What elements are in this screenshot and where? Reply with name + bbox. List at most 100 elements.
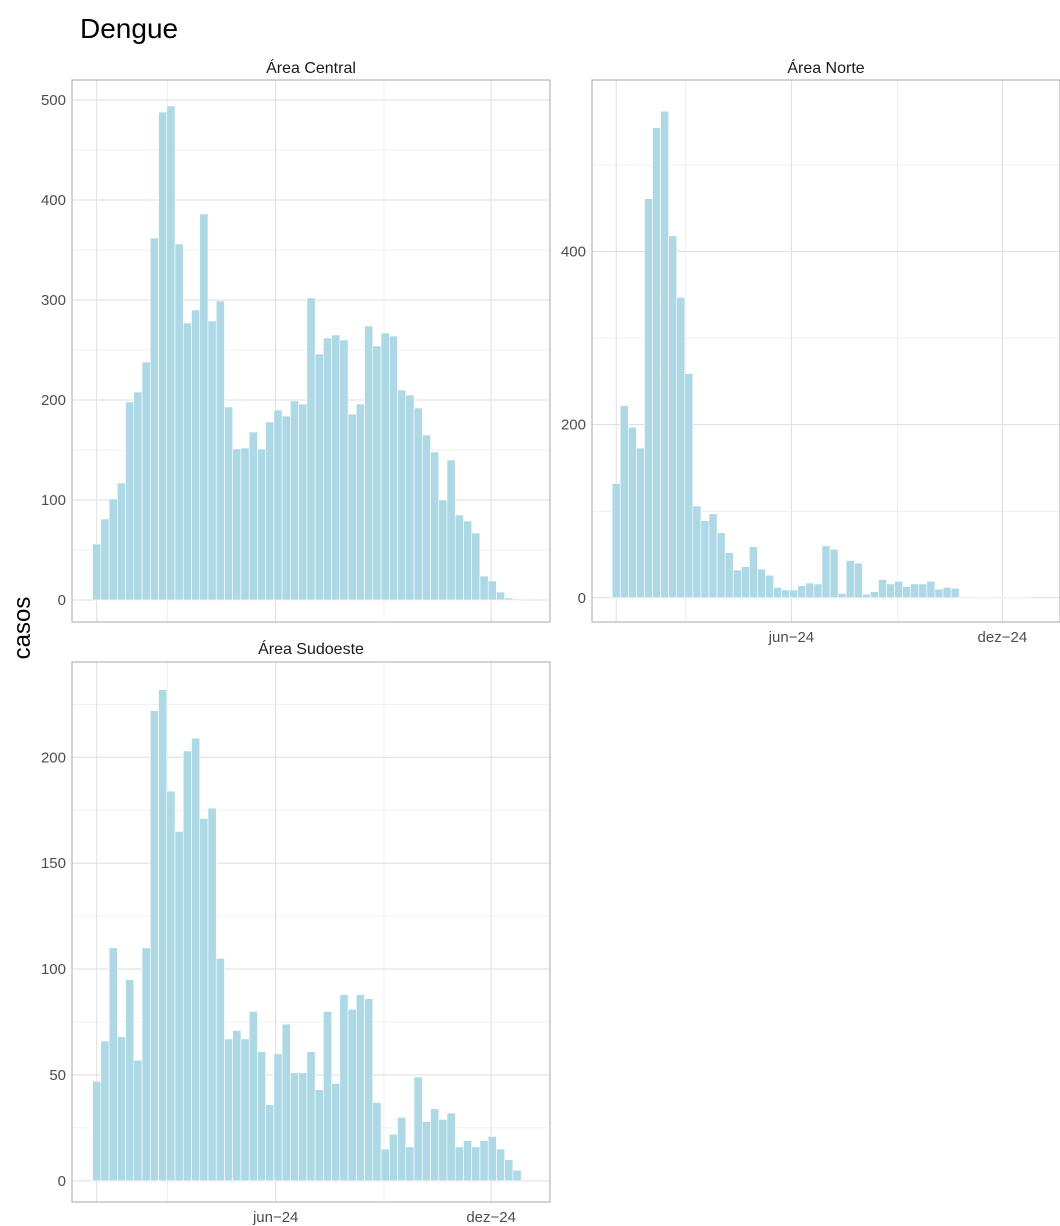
bar xyxy=(356,994,365,1182)
bar xyxy=(248,431,258,601)
bar xyxy=(331,334,341,601)
bar xyxy=(430,451,440,601)
bar xyxy=(388,335,398,601)
bar xyxy=(430,1108,440,1182)
x-tick-label: jun−24 xyxy=(252,1209,298,1226)
panel-frame xyxy=(71,79,551,623)
bar xyxy=(926,581,936,599)
panel-strip-label: Área Sudoeste xyxy=(258,639,364,658)
y-axis-label: casos xyxy=(9,597,36,660)
y-tick-label: 100 xyxy=(41,492,66,509)
bar xyxy=(934,588,944,599)
bar xyxy=(660,110,669,599)
bar xyxy=(174,243,184,601)
bar xyxy=(405,394,415,601)
bar xyxy=(611,483,621,599)
bar xyxy=(958,596,968,599)
bar xyxy=(853,562,863,599)
bar xyxy=(290,400,299,601)
bar xyxy=(240,1038,250,1182)
y-tick-label: 0 xyxy=(578,590,586,607)
bar xyxy=(298,1072,308,1182)
bar xyxy=(372,1102,382,1182)
bar xyxy=(125,401,135,601)
bar xyxy=(182,750,192,1182)
y-tick-label: 0 xyxy=(58,1173,66,1190)
bar xyxy=(991,596,1000,599)
bar xyxy=(862,593,871,599)
bar xyxy=(438,499,448,601)
x-tick-label: dez−24 xyxy=(466,1209,516,1226)
panel-frame xyxy=(591,79,1060,623)
y-tick-label: 300 xyxy=(41,292,66,309)
bar xyxy=(644,198,653,599)
bar xyxy=(100,1040,110,1182)
bar xyxy=(232,448,242,601)
bar xyxy=(108,498,118,601)
bar xyxy=(983,596,992,599)
bar xyxy=(397,1116,407,1182)
bar xyxy=(273,1053,283,1182)
bar xyxy=(845,560,855,599)
y-tick-label: 100 xyxy=(41,961,66,978)
y-tick-label: 200 xyxy=(41,749,66,766)
bar xyxy=(290,1072,299,1182)
bar xyxy=(789,589,799,599)
bar xyxy=(504,1159,514,1182)
bar xyxy=(668,235,678,599)
bar xyxy=(781,589,790,599)
bar xyxy=(141,361,151,601)
bar xyxy=(918,583,928,599)
bar xyxy=(421,434,431,601)
y-tick-label: 0 xyxy=(58,592,66,609)
bar xyxy=(149,237,159,601)
x-tick-label: dez−24 xyxy=(978,629,1028,646)
bar xyxy=(405,1146,415,1182)
bar xyxy=(1007,596,1016,599)
y-tick-label: 400 xyxy=(41,192,66,209)
bar xyxy=(487,1136,497,1182)
bar xyxy=(454,1146,464,1182)
bar xyxy=(870,591,879,599)
bar xyxy=(421,1121,431,1182)
bar xyxy=(207,807,217,1182)
bar xyxy=(339,994,349,1182)
bar xyxy=(166,790,176,1182)
bar xyxy=(438,1119,448,1182)
panel-1: 0 100 200 300 400 500 Área Central xyxy=(41,58,551,623)
bar xyxy=(314,1089,324,1182)
bar xyxy=(133,391,143,601)
y-tick-label: 50 xyxy=(49,1067,66,1084)
bar xyxy=(125,979,135,1182)
bar xyxy=(463,1140,473,1182)
panel-strip-label: Área Norte xyxy=(787,58,864,77)
bar xyxy=(512,598,522,601)
bar xyxy=(158,111,168,601)
bar xyxy=(215,300,225,601)
bar xyxy=(224,1038,234,1182)
bar xyxy=(240,447,250,601)
bar xyxy=(364,998,374,1182)
bar xyxy=(356,403,365,601)
bar xyxy=(479,1140,489,1182)
bar xyxy=(182,322,192,601)
bar xyxy=(496,1148,505,1182)
bar xyxy=(347,1008,357,1182)
bar xyxy=(413,1076,423,1182)
bar xyxy=(298,403,308,601)
bar xyxy=(765,574,774,599)
bar xyxy=(684,373,694,599)
bar xyxy=(117,482,126,601)
bar xyxy=(364,325,374,601)
bar xyxy=(306,297,316,601)
bar xyxy=(108,947,118,1182)
bar xyxy=(471,1146,481,1182)
bar xyxy=(974,596,984,599)
bar xyxy=(191,309,201,601)
bar xyxy=(966,596,976,599)
bar xyxy=(837,593,847,599)
bar xyxy=(740,566,750,599)
bar xyxy=(797,585,807,599)
bar xyxy=(878,579,887,599)
bar xyxy=(749,546,758,599)
